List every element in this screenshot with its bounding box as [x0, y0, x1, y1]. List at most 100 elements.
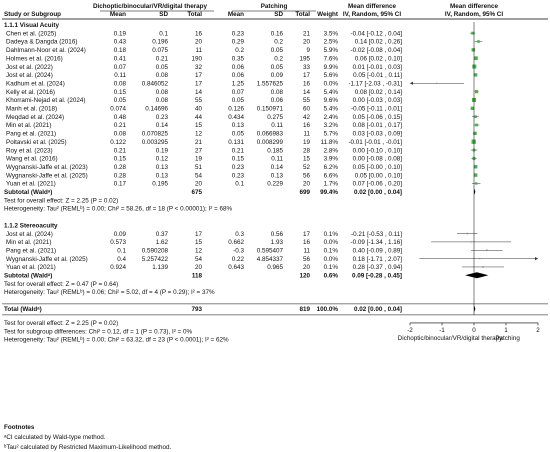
ci-value: -0.09 [-1.34 , 1.16] [351, 239, 403, 246]
total-diamond [474, 305, 476, 312]
effect-marker [474, 89, 479, 94]
sd2-value: 0.09 [271, 72, 284, 79]
subtotal-total1: 675 [191, 189, 202, 196]
study-name: Wygnanski-Jaffe et al. (2023) [6, 164, 88, 171]
sd2-value: 0.11 [271, 122, 283, 129]
subgroup-differences-test: Test for subgroup differences: Chi² = 0.… [4, 328, 192, 335]
mean2-value: 0.15 [232, 156, 245, 163]
mean2-value: 0.3 [235, 231, 244, 238]
subtotal-diamond [474, 188, 476, 195]
weight-value: 6.6% [324, 172, 339, 179]
sd1-value: 1.139 [152, 264, 168, 271]
sd1-value: 0.37 [156, 231, 169, 238]
total1-value: 55 [195, 97, 203, 104]
effect-marker [477, 40, 480, 43]
weight-value: 9.9% [324, 64, 339, 71]
total2-value: 11 [303, 247, 310, 254]
mean1-value: 0.11 [114, 72, 126, 79]
effect-marker [471, 139, 476, 144]
study-name: Dahlmann-Noor et al. (2024) [6, 47, 86, 54]
total1-value: 11 [195, 47, 202, 54]
total2-value: 60 [303, 106, 311, 113]
total1-value: 54 [195, 172, 203, 179]
mean2-value: 0.2 [235, 47, 244, 54]
total-weight: 100.0% [317, 306, 339, 313]
subgroup-effect-test: Test for overall effect: Z = 2.25 (P = 0… [4, 197, 118, 204]
subtotal-total2: 699 [299, 189, 310, 196]
mean2-value: 0.05 [232, 131, 245, 138]
study-name: Wygnanski-Jaffe et al. (2025) [6, 256, 88, 263]
subgroup-title: 1.1.1 Visual Acuity [4, 22, 59, 29]
study-name: Manh et al. (2018) [6, 106, 57, 113]
sd2-value: 1.93 [271, 239, 284, 246]
effect-marker [474, 115, 477, 118]
subgroup-heterogeneity: Heterogeneity: Tau² (REMLᵇ) = 0.00; Chi²… [4, 206, 232, 213]
mean2-value: 0.662 [228, 239, 244, 246]
sd2-value: 0.275 [267, 114, 283, 121]
x-label-right: Patching [495, 335, 520, 342]
total2-value: 20 [303, 264, 311, 271]
ci-value: 0.00 [-0.03 , 0.03] [353, 97, 403, 104]
sd2-value: 0.14 [271, 164, 284, 171]
total2-value: 16 [303, 80, 311, 87]
total-label: Total (Waldᵃ) [4, 306, 42, 313]
subtotal-total2: 120 [299, 273, 310, 280]
mean1-value: 0.18 [114, 47, 127, 54]
weight-value: 2.5% [324, 39, 339, 46]
total2-value: 11 [303, 131, 310, 138]
mean2-value: 0.35 [232, 55, 245, 62]
mean2-value: 0.1 [235, 181, 244, 188]
total1-value: 27 [195, 147, 203, 154]
sd2-value: 0.11 [271, 156, 283, 163]
effect-marker [471, 31, 475, 35]
total2-value: 28 [303, 147, 311, 154]
sd1-value: 0.070825 [142, 131, 169, 138]
mean1-value: 0.1 [117, 247, 126, 254]
subtotal-weight: 99.4% [320, 189, 338, 196]
subtotal-label: Subtotal (Waldᵃ) [4, 189, 52, 196]
total2-value: 56 [303, 256, 311, 263]
total1-value: 40 [195, 106, 203, 113]
weight-value: 0.0% [324, 80, 339, 87]
total1-value: 51 [195, 164, 203, 171]
total2-value: 14 [303, 89, 311, 96]
sd2-value: 0.2 [274, 39, 283, 46]
mean2-header: Mean [228, 11, 244, 18]
mean2-value: 0.23 [232, 172, 245, 179]
sd1-value: 0.003295 [142, 139, 169, 146]
sd1-value: 0.12 [156, 156, 169, 163]
ci-value: 0.28 [-0.37 , 0.94] [353, 264, 403, 271]
total1-value: 15 [195, 122, 203, 129]
ci-arrow-right [535, 257, 538, 261]
sd2-value: 0.965 [267, 264, 283, 271]
weight-value: 0.0% [324, 256, 339, 263]
total1-value: 20 [195, 39, 203, 46]
effect-marker [479, 258, 481, 260]
study-name: Khorrami-Nejad et al. (2024) [6, 97, 85, 104]
sd2-value: 0.229 [267, 181, 283, 188]
mean1-value: 0.924 [110, 264, 126, 271]
x-tick-label: 1 [504, 327, 508, 334]
total-total1: 793 [191, 306, 202, 313]
subtotal-weight: 0.6% [324, 273, 339, 280]
sd1-value: 0.23 [156, 114, 169, 121]
total1-value: 15 [195, 239, 203, 246]
sd2-value: 0.05 [271, 47, 284, 54]
total1-value: 12 [195, 131, 203, 138]
weight-value: 5.4% [324, 89, 339, 96]
sd1-value: 0.08 [156, 89, 169, 96]
study-header: Study or Subgroup [4, 11, 61, 18]
subgroup-heterogeneity: Heterogeneity: Tau² (REMLᵇ) = 0.06; Chi²… [4, 289, 215, 296]
total2-value: 20 [303, 181, 311, 188]
weight-value: 3.9% [324, 156, 339, 163]
ci-value: 0.01 [-0.01 , 0.03] [353, 64, 403, 71]
group2-header: Patching [261, 3, 288, 10]
mean2-value: 0.126 [228, 106, 244, 113]
total2-value: 19 [303, 139, 311, 146]
ci-value: -0.05 [-0.11 , 0.01] [351, 106, 402, 113]
total2-value: 20 [303, 39, 311, 46]
md-header-top: Mean difference [348, 3, 396, 10]
mean1-value: 0.573 [110, 239, 126, 246]
sd2-value: 0.595407 [257, 247, 284, 254]
ci-value: 0.08 [0.02 , 0.14] [355, 89, 403, 96]
